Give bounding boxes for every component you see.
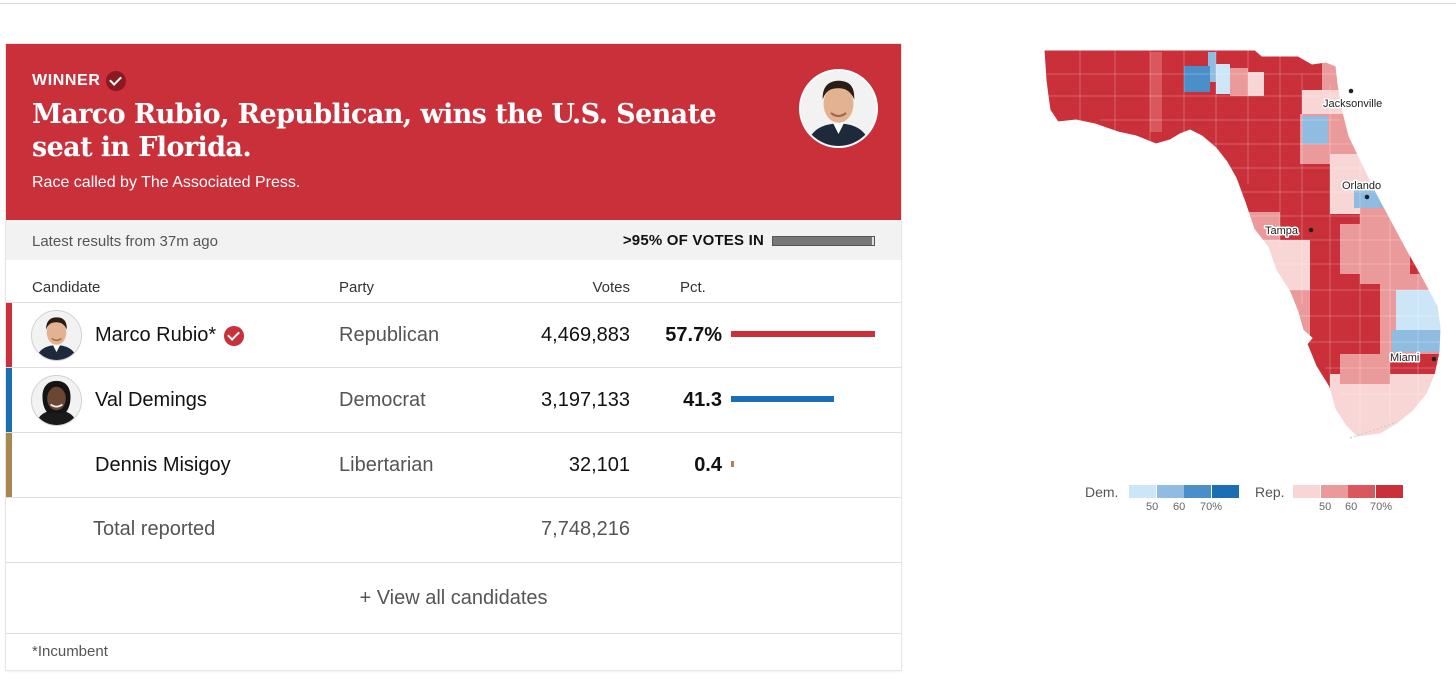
county-results-map: Jacksonville Orlando Tampa Miami [1043,49,1442,439]
city-label-miami: Miami [1390,352,1419,364]
total-reported-votes: 7,748,216 [541,518,630,540]
vote-share-bar [731,396,875,402]
legend-rep-label: Rep. [1255,484,1285,500]
state-outline [1043,49,1442,438]
legend-tick: 60 [1345,501,1358,513]
city-label-jacksonville: Jacksonville [1323,98,1382,110]
row-divider [6,432,901,433]
winner-banner: WINNER Marco Rubio, Republican, wins the… [6,44,901,220]
candidate-votes: 4,469,883 [541,324,630,346]
legend-dem-swatches [1129,485,1239,498]
incumbent-footnote: *Incumbent [32,643,108,660]
candidate-party: Democrat [339,389,426,411]
row-divider [6,302,901,303]
vote-share-fill [731,461,734,467]
candidate-row-rubio: Marco Rubio* Republican 4,469,883 57.7% [6,303,901,367]
candidate-row-demings: Val Demings Democrat 3,197,133 41.3 [6,368,901,432]
legend-tick: 70% [1200,501,1223,513]
legend-swatch [1320,485,1348,498]
col-header-pct: Pct. [680,279,706,296]
candidate-name: Dennis Misigoy [95,454,231,477]
row-divider [6,562,901,563]
legend-swatch [1375,485,1403,498]
candidate-pct: 41.3 [683,389,722,411]
candidate-pct: 0.4 [694,454,722,476]
vote-share-fill [731,331,875,337]
winner-tag: WINNER [32,71,127,91]
candidate-name-text: Marco Rubio* [95,324,217,346]
city-dot-miami [1431,356,1437,362]
vote-share-bar [731,331,875,337]
city-dot-orlando [1364,194,1370,200]
vote-share-fill [731,396,835,402]
candidate-votes: 3,197,133 [541,389,630,411]
row-divider [6,367,901,368]
status-bar: Latest results from 37m ago >95% OF VOTE… [6,220,901,260]
party-stripe [6,433,12,497]
city-dot-tampa [1308,227,1314,233]
race-called-note: Race called by The Associated Press. [32,174,301,191]
city-markers: Jacksonville Orlando Tampa Miami [1264,88,1437,366]
col-header-party: Party [339,279,375,296]
legend-tick: 60 [1173,501,1186,513]
legend-tick: 50 [1319,501,1332,513]
checkmark-icon [106,71,127,91]
candidate-name: Marco Rubio* [95,324,245,347]
legend-swatch [1293,485,1320,498]
city-dot-jacksonville [1348,88,1354,94]
legend-swatch [1184,485,1211,498]
county-fills [1044,50,1441,437]
candidate-votes: 32,101 [568,454,630,476]
legend-swatch [1348,485,1375,498]
legend-swatch [1156,485,1184,498]
candidate-name-text: Val Demings [95,389,207,411]
winner-label: WINNER [32,72,101,89]
top-rule [0,3,1456,4]
legend-swatch [1129,485,1156,498]
legend-tick: 50 [1146,501,1159,513]
candidate-name: Val Demings [95,389,207,412]
votes-reporting-fill [773,236,872,245]
votes-reporting: >95% OF VOTES IN [623,232,875,249]
candidate-party: Republican [339,324,440,346]
legend-rep-swatches [1293,485,1403,498]
florida-keys [1349,421,1397,439]
candidate-avatar [31,310,82,361]
col-header-candidate: Candidate [32,279,101,296]
vote-share-bar [731,461,875,467]
legend-swatch [1211,485,1239,498]
headline: Marco Rubio, Republican, wins the U.S. S… [32,99,717,163]
winner-avatar [799,69,878,148]
votes-reporting-label: >95% OF VOTES IN [622,232,764,249]
party-stripe [6,368,12,432]
row-divider [6,633,901,634]
city-label-orlando: Orlando [1342,180,1381,192]
party-stripe [6,303,12,367]
view-all-candidates-button[interactable]: + View all candidates [6,563,901,633]
candidate-name-text: Dennis Misigoy [95,454,231,476]
col-header-votes: Votes [592,279,630,296]
votes-reporting-meter [772,235,875,246]
total-reported-label: Total reported [93,518,216,540]
candidate-party: Libertarian [339,454,434,476]
results-card: WINNER Marco Rubio, Republican, wins the… [6,44,901,670]
legend-dem-label: Dem. [1085,484,1119,500]
city-label-tampa: Tampa [1265,225,1299,237]
candidate-pct: 57.7% [665,324,722,346]
row-divider [6,497,901,498]
last-updated: Latest results from 37m ago [32,233,218,250]
legend-tick: 70% [1370,501,1393,513]
winner-check-icon [224,325,245,346]
candidate-avatar [31,375,82,426]
county-borders [1044,50,1440,434]
candidate-row-misigoy: Dennis Misigoy Libertarian 32,101 0.4 [6,433,901,497]
